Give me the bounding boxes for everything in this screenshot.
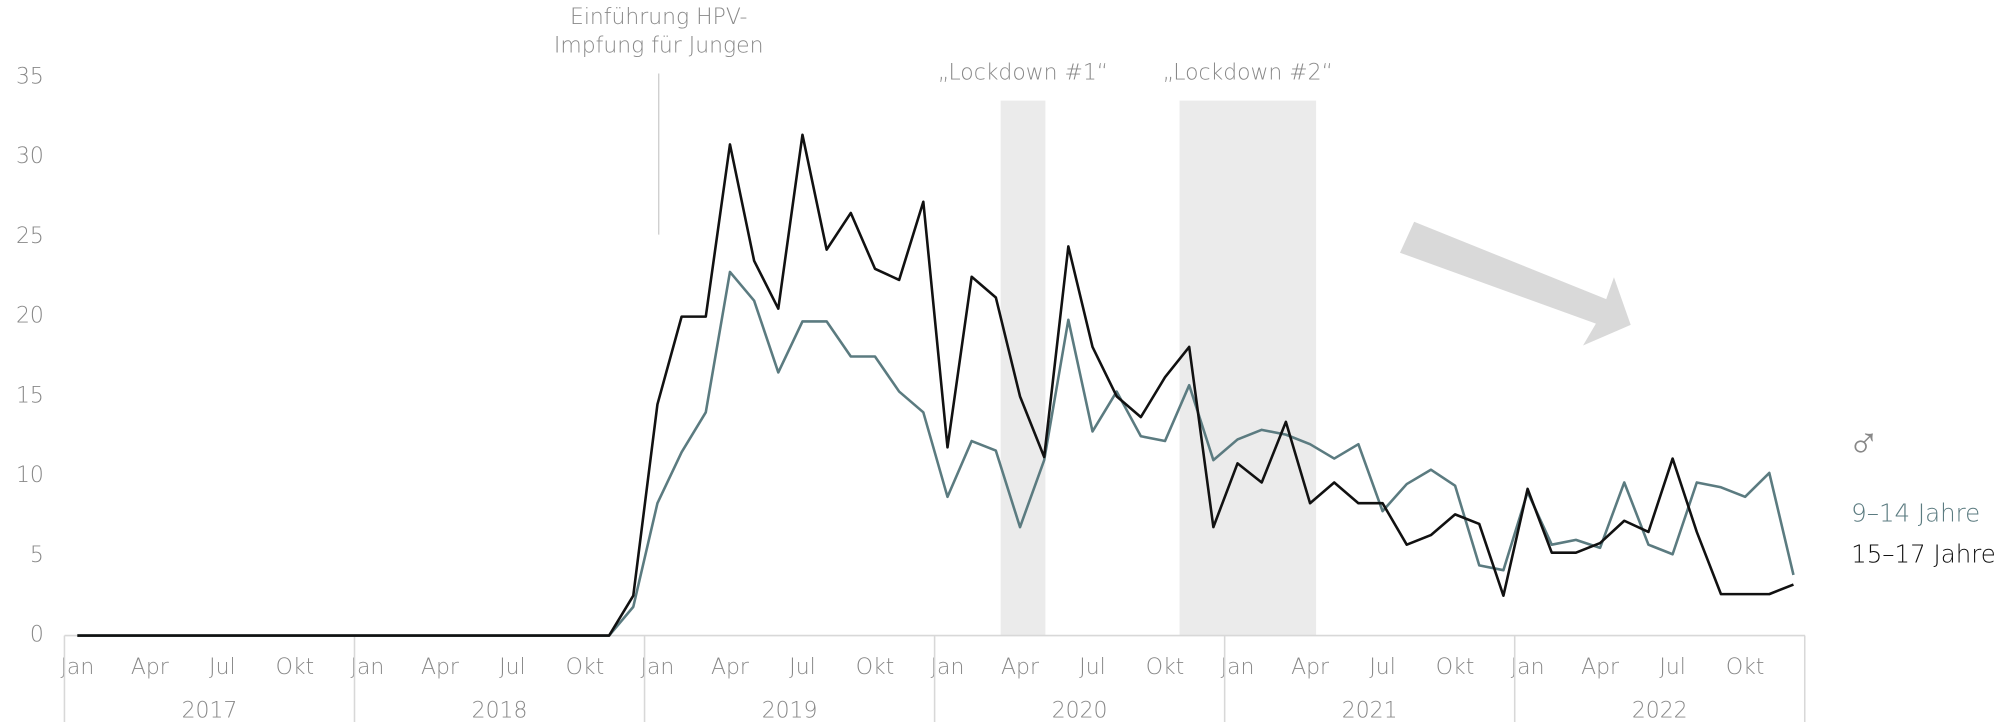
year-label: 2021 [1342, 699, 1398, 722]
y-tick-label: 5 [30, 543, 44, 568]
x-tick-label: Okt [566, 655, 605, 680]
x-tick-label: Jul [209, 655, 235, 680]
trend-arrow [1399, 221, 1631, 346]
x-tick-label: Jan [1511, 655, 1545, 680]
x-tick-label: Apr [131, 655, 169, 680]
legend-symbol: ♂ [1847, 418, 1880, 469]
annotation-text: Einführung HPV- [570, 5, 747, 30]
x-tick-label: Jan [931, 655, 965, 680]
x-tick-label: Jan [1221, 655, 1255, 680]
legend-entry: 15–17 Jahre [1851, 540, 1996, 569]
year-label: 2022 [1632, 699, 1688, 722]
x-tick-label: Okt [856, 655, 895, 680]
lockdown-label: „Lockdown #1“ [938, 61, 1108, 86]
y-tick-label: 10 [16, 463, 44, 488]
x-tick-label: Jan [351, 655, 385, 680]
legend-entry: 9–14 Jahre [1851, 498, 1980, 527]
y-tick-label: 20 [16, 304, 44, 329]
lockdown-label: „Lockdown #2“ [1163, 61, 1333, 86]
series-line [77, 133, 1794, 637]
y-tick-label: 30 [16, 144, 44, 169]
x-tick-label: Apr [711, 655, 749, 680]
x-tick-label: Jul [1079, 655, 1105, 680]
x-tick-label: Jul [1369, 655, 1395, 680]
y-tick-label: 35 [16, 64, 44, 89]
x-tick-label: Apr [1001, 655, 1039, 680]
x-tick-label: Okt [1726, 655, 1765, 680]
y-tick-label: 15 [16, 383, 44, 408]
x-tick-label: Jul [1659, 655, 1685, 680]
year-label: 2018 [472, 699, 528, 722]
year-label: 2019 [762, 699, 818, 722]
x-tick-label: Apr [1291, 655, 1329, 680]
x-tick-label: Okt [276, 655, 315, 680]
x-tick-label: Apr [421, 655, 459, 680]
annotation-text: Impfung für Jungen [554, 33, 764, 58]
y-tick-label: 25 [16, 224, 44, 249]
x-tick-label: Okt [1146, 655, 1185, 680]
year-label: 2017 [182, 699, 238, 722]
x-tick-label: Jul [499, 655, 525, 680]
x-tick-label: Apr [1581, 655, 1619, 680]
x-tick-label: Jan [641, 655, 675, 680]
year-label: 2020 [1052, 699, 1108, 722]
x-tick-label: Jul [789, 655, 815, 680]
lockdown-band [1000, 100, 1046, 636]
x-tick-label: Okt [1436, 655, 1475, 680]
x-tick-label: Jan [60, 655, 94, 680]
lockdown-band [1179, 100, 1317, 636]
y-tick-label: 0 [30, 623, 44, 648]
